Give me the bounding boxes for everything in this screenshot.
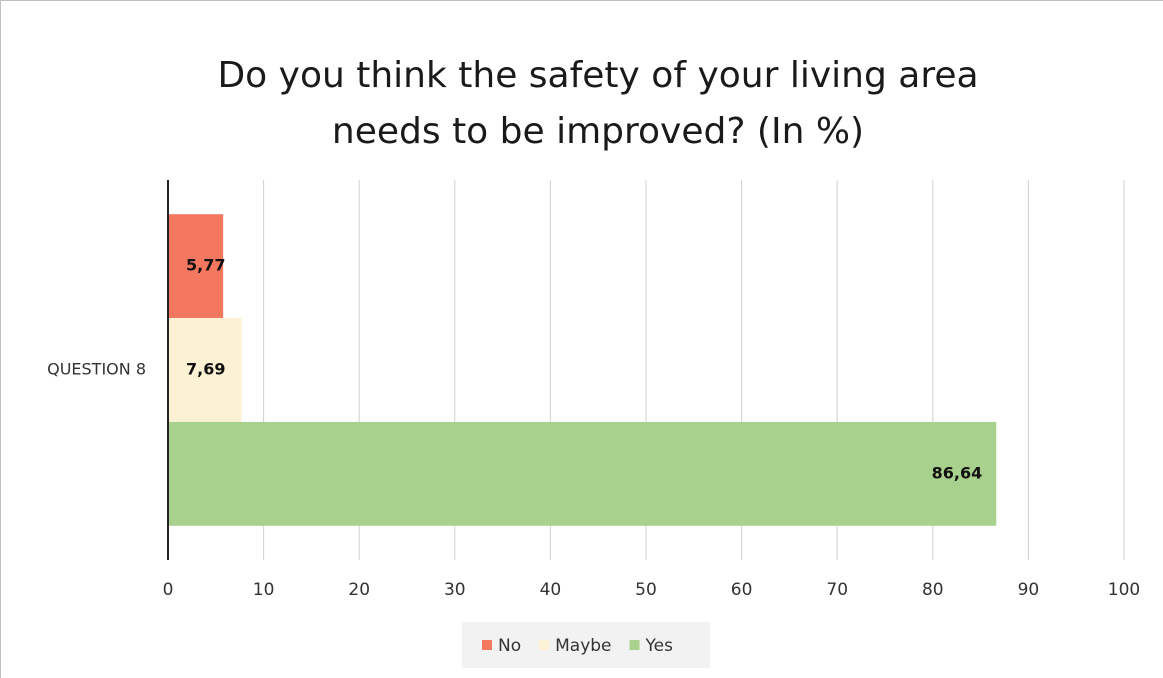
x-tick-label: 100	[1108, 580, 1140, 600]
bar	[168, 421, 997, 526]
data-label: 7,69	[186, 360, 225, 379]
legend-swatch	[482, 640, 492, 650]
bar	[168, 214, 224, 319]
x-tick-label: 60	[731, 580, 753, 600]
legend-label: Maybe	[555, 636, 611, 656]
x-tick-label: 90	[1018, 580, 1040, 600]
legend-swatch	[539, 640, 550, 650]
x-tick-label: 10	[253, 580, 275, 600]
x-tick-label: 0	[163, 580, 174, 600]
y-tick-label: QUESTION 8	[47, 360, 146, 379]
data-label: 86,64	[932, 463, 983, 482]
data-label: 5,77	[186, 256, 225, 275]
legend-box	[462, 622, 710, 668]
x-tick-label: 40	[540, 580, 562, 600]
x-tick-label: 80	[922, 580, 944, 600]
legend-swatch	[629, 640, 640, 650]
bar	[168, 318, 242, 422]
x-tick-label: 70	[826, 580, 848, 600]
legend-label: Yes	[645, 636, 674, 656]
x-tick-label: 30	[444, 580, 466, 600]
x-tick-label: 20	[348, 580, 370, 600]
x-tick-label: 50	[635, 580, 657, 600]
legend-label: No	[498, 636, 521, 656]
chart-title: Do you think the safety of your living a…	[217, 55, 979, 152]
